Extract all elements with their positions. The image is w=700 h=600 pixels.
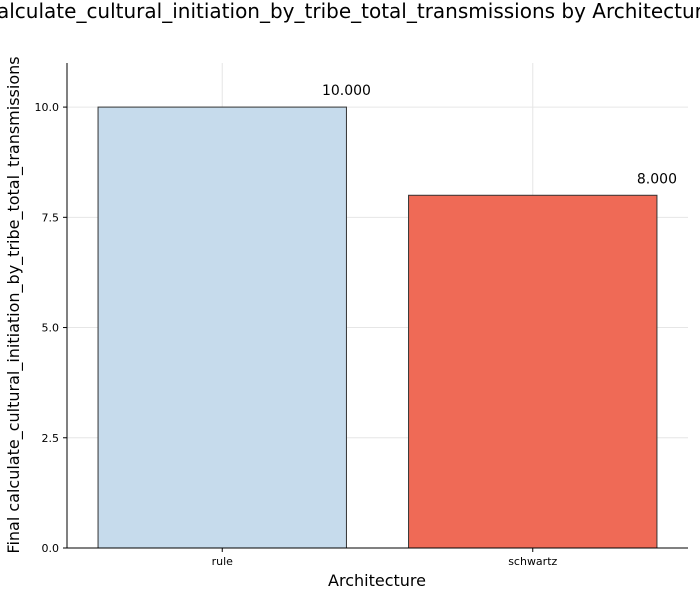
data-label: 8.000 (637, 171, 677, 187)
x-tick-label: rule (212, 555, 234, 568)
tick-labels: 0.0 2.5 5.0 7.5 10.0 rule schwartz (35, 101, 558, 568)
chart-title: calculate_cultural_initiation_by_tribe_t… (0, 0, 700, 23)
y-tick-label: 10.0 (35, 101, 60, 114)
axes (66, 63, 688, 549)
data-labels: 10.000 8.000 (322, 83, 677, 187)
bars (97, 106, 658, 549)
x-tick-label: schwartz (508, 555, 557, 568)
data-label: 10.000 (322, 83, 371, 99)
bar-rule (97, 106, 347, 549)
y-axis-label: Final calculate_cultural_initiation_by_t… (4, 56, 24, 553)
y-tick-label: 2.5 (42, 432, 60, 445)
bar-schwartz (408, 194, 658, 549)
x-axis-label: Architecture (328, 571, 426, 590)
y-tick-label: 0.0 (42, 542, 60, 555)
y-tick-label: 5.0 (42, 322, 60, 335)
y-tick-label: 7.5 (42, 211, 60, 224)
